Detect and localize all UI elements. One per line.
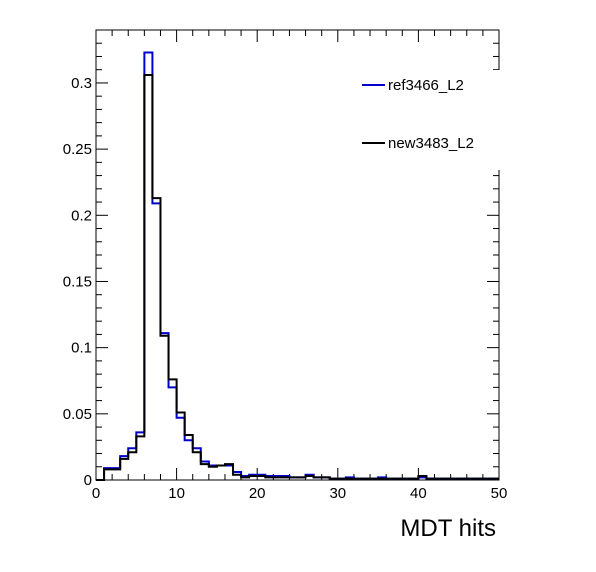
- y-tick-label: 0.1: [71, 340, 92, 357]
- legend-label-ref: ref3466_L2: [388, 77, 464, 94]
- y-tick-label: 0.3: [71, 75, 92, 92]
- legend-label-new: new3483_L2: [388, 135, 474, 152]
- x-tick-label: 50: [491, 485, 508, 502]
- x-tick-label: 0: [92, 485, 100, 502]
- y-tick-label: 0.05: [63, 406, 92, 423]
- x-axis-title: MDT hits: [400, 515, 496, 542]
- x-tick-labels: 0 10 20 30 40 50: [92, 485, 508, 502]
- series-new-histogram: [96, 74, 499, 481]
- y-tick-label: 0: [84, 472, 92, 489]
- series-layer: [96, 51, 499, 481]
- x-tick-label: 30: [329, 485, 346, 502]
- y-tick-label: 0.2: [71, 207, 92, 224]
- x-tick-label: 20: [249, 485, 266, 502]
- y-tick-label: 0.25: [63, 141, 92, 158]
- x-tick-label: 40: [410, 485, 427, 502]
- y-tick-labels: 0 0.05 0.1 0.15 0.2 0.25 0.3: [63, 75, 92, 489]
- x-tick-label: 10: [168, 485, 185, 502]
- legend: ref3466_L2 new3483_L2: [358, 70, 500, 170]
- legend-box: [358, 70, 500, 170]
- axis-ticks: [95, 29, 500, 481]
- y-tick-label: 0.15: [63, 273, 92, 290]
